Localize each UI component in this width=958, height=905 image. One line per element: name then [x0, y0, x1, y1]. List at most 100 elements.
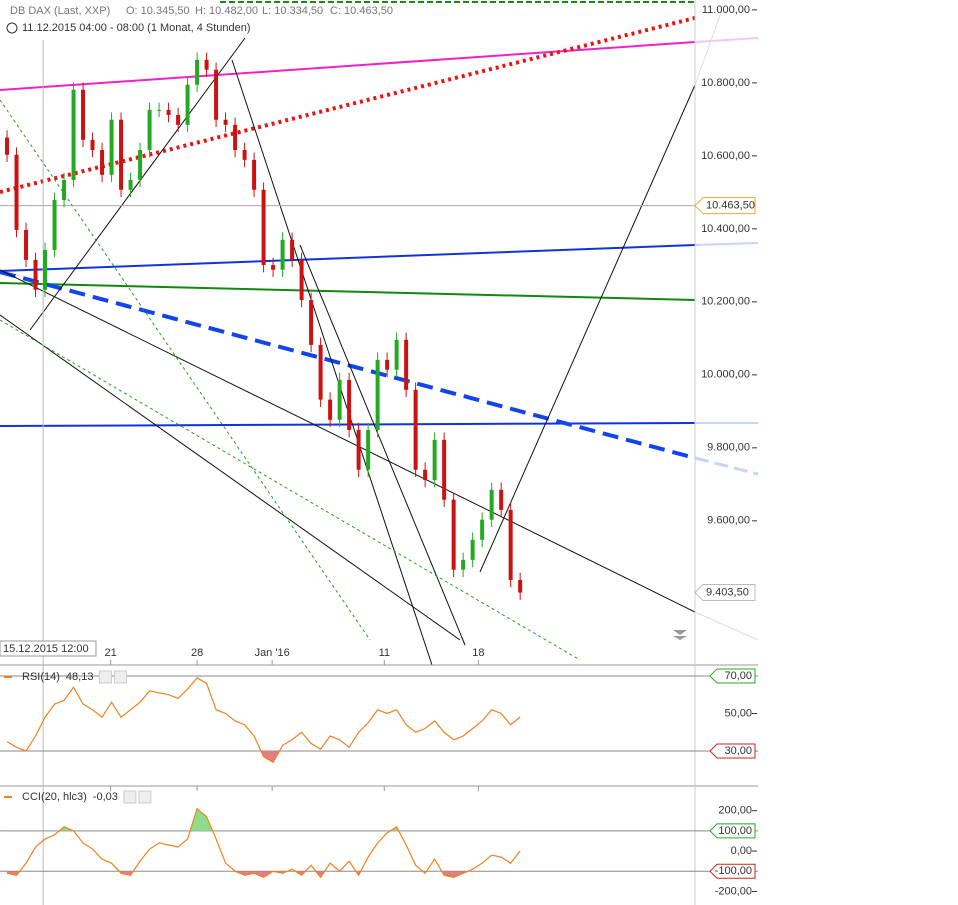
x-tick-label: 28 [191, 647, 203, 659]
candle-body [5, 137, 10, 155]
candle-body [52, 200, 57, 251]
candle-body [90, 139, 95, 151]
candle-body [33, 259, 38, 290]
candle-body [166, 109, 171, 115]
candle-body [356, 429, 361, 470]
candle-body [375, 359, 380, 430]
drawing-line [0, 99, 371, 641]
price-label: 9.403,50 [706, 586, 749, 598]
candle-body [432, 439, 437, 480]
candle-body [328, 399, 333, 420]
candle-body [204, 59, 209, 70]
drawing-line [0, 16, 695, 194]
drawing-line [0, 269, 695, 613]
candle-body [480, 519, 485, 540]
drawing-line [0, 314, 461, 641]
candle-body [489, 489, 494, 520]
ohlc-close: C: 10.463,50 [330, 5, 393, 17]
y-tick-label: 10.400,00 [701, 223, 750, 235]
candle-body [147, 109, 152, 151]
candles [5, 52, 523, 600]
ohlc-open: O: 10.345,50 [126, 5, 190, 17]
drawing-line [0, 319, 581, 661]
y-tick-label: 70,00 [724, 670, 752, 682]
drawings [0, 1, 695, 665]
y-tick-label: 10.600,00 [701, 150, 750, 162]
oversold-fill [7, 751, 521, 763]
candle-body [404, 339, 409, 390]
ohlc-low: L: 10.334,50 [262, 5, 323, 17]
drawing-line [299, 244, 466, 646]
level-box [709, 823, 756, 839]
price-box [694, 197, 756, 215]
drawing-line [0, 270, 695, 460]
x-tick-label: 21 [104, 647, 116, 659]
y-tick-label: -200,00 [715, 885, 752, 897]
candle-body [81, 89, 86, 140]
drawing-line [0, 41, 695, 91]
candle-body [337, 379, 342, 420]
y-tick-label: 30,00 [724, 745, 752, 757]
y-tick-label: 100,00 [718, 825, 752, 837]
candle-body [451, 499, 456, 570]
clock-icon [6, 22, 18, 34]
legend-button[interactable] [123, 790, 137, 804]
candle-body [185, 84, 190, 125]
ohlc-high: H: 10.482,00 [195, 5, 258, 17]
crosshair-box [0, 640, 97, 657]
candle-body [195, 59, 200, 85]
y-tick-label: 11.000,00 [702, 4, 750, 16]
oversold-fill [7, 871, 521, 878]
drawing-extensions [694, 9, 759, 641]
indicator-line [6, 807, 521, 879]
indicator-line [6, 677, 521, 764]
candle-body [100, 150, 105, 175]
candle-body [62, 179, 67, 201]
drawing-line [231, 59, 433, 665]
candle-body [14, 154, 19, 230]
candle-body [366, 429, 371, 470]
legend-button[interactable] [138, 790, 152, 804]
legend-value: -0,03 [93, 791, 118, 803]
candle-body [252, 159, 257, 190]
x-tick-label: Jan '16 [255, 647, 290, 659]
y-tick-label: 9.800,00 [707, 442, 750, 454]
candle-body [157, 109, 162, 111]
y-tick-label: 10.800,00 [701, 77, 750, 89]
candle-body [223, 119, 228, 125]
drawing-line [29, 37, 246, 331]
period: 11.12.2015 04:00 - 08:00 (1 Monat, 4 Stu… [22, 22, 251, 34]
drawing-line [694, 456, 759, 476]
candle-body [385, 359, 390, 370]
candle-body [138, 150, 143, 180]
legend-button[interactable] [113, 670, 127, 684]
instrument: DB DAX (Last, XXP) [10, 5, 110, 17]
drawing-line [694, 611, 759, 641]
y-tick-label: 50,00 [724, 707, 752, 719]
candle-body [394, 339, 399, 370]
candle-body [318, 344, 323, 400]
candle-body [518, 579, 523, 593]
candle-body [290, 239, 295, 260]
scroll-icon[interactable] [673, 630, 687, 640]
price-label: 10.463,50 [706, 200, 755, 212]
candle-body [347, 379, 352, 430]
candle-body [214, 69, 219, 120]
drawing-line [694, 9, 723, 86]
y-tick-label: -100,00 [715, 865, 752, 877]
level-box [709, 743, 756, 759]
legend-button[interactable] [98, 670, 112, 684]
candle-body [43, 250, 48, 290]
candle-body [309, 300, 314, 345]
legend-name: RSI(14) [22, 671, 60, 683]
candle-body [119, 119, 124, 190]
candle-body [499, 489, 504, 510]
candle-body [461, 559, 466, 570]
candle-body [176, 114, 181, 125]
candle-body [261, 189, 266, 265]
level-box [709, 668, 756, 684]
candle-body [470, 539, 475, 560]
candle-body [423, 469, 428, 480]
y-tick-label: 0,00 [731, 845, 752, 857]
